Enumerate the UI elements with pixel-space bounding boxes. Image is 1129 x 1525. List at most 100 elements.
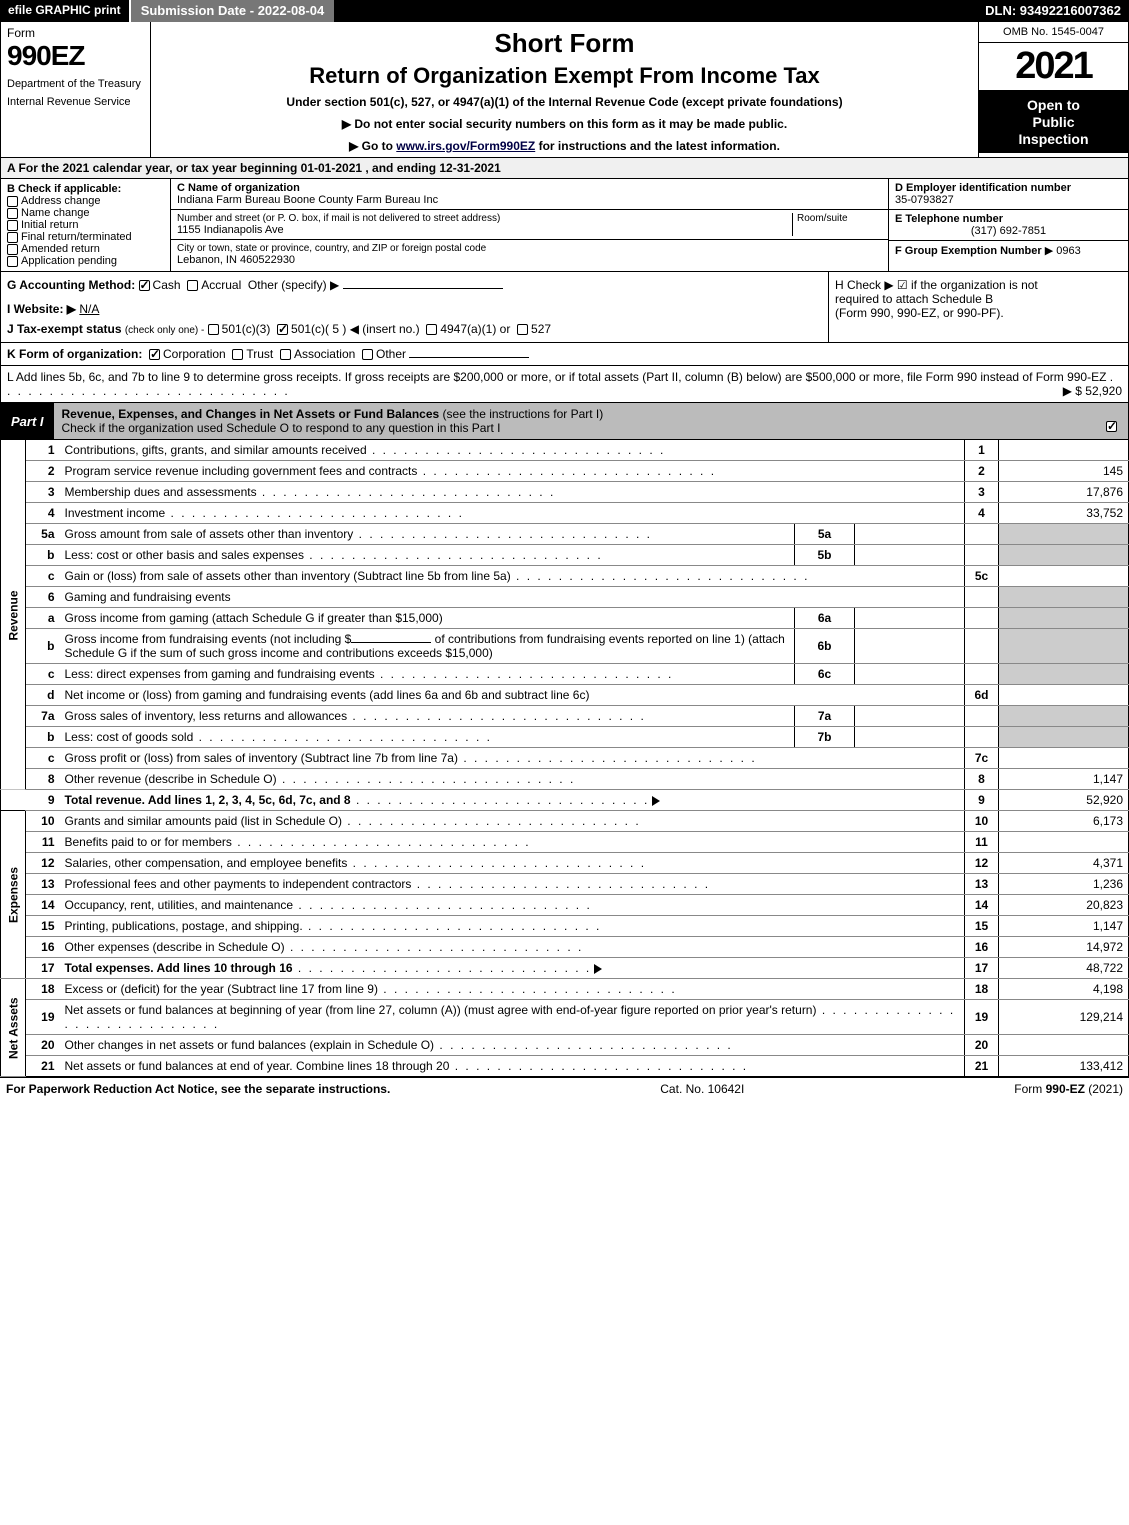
irs-link[interactable]: www.irs.gov/Form990EZ (396, 139, 535, 153)
section-h: H Check ▶ ☑ if the organization is not r… (828, 272, 1128, 342)
tax-exempt-sub: (check only one) - (125, 325, 204, 336)
line-7c-amt (999, 748, 1129, 769)
tax-exempt-label: J Tax-exempt status (7, 322, 122, 336)
line-5a-sub: 5a (795, 524, 855, 545)
chk-amended-return[interactable]: Amended return (7, 243, 164, 255)
chk-cash[interactable] (139, 280, 150, 291)
chk-initial-return[interactable]: Initial return (7, 219, 164, 231)
line-8-num: 8 (26, 769, 60, 790)
omb-year-block: OMB No. 1545-0047 2021 Open to Public In… (978, 22, 1128, 157)
footer-form-pre: Form (1014, 1082, 1045, 1096)
line-15-desc: Printing, publications, postage, and shi… (65, 919, 303, 933)
footer-form-post: (2021) (1085, 1082, 1123, 1096)
form-org-label: K Form of organization: (7, 347, 142, 361)
527-label: 527 (531, 322, 551, 336)
dln-label: DLN: 93492216007362 (977, 0, 1129, 22)
line-3-desc: Membership dues and assessments (65, 485, 257, 499)
revenue-side-spacer (1, 790, 26, 811)
ein-label: D Employer identification number (895, 182, 1122, 194)
line-19-desc: Net assets or fund balances at beginning… (65, 1003, 817, 1017)
section-k: K Form of organization: Corporation Trus… (0, 343, 1129, 366)
line-15-num: 15 (26, 916, 60, 937)
chk-501c5[interactable] (277, 324, 288, 335)
footer-cat-no: Cat. No. 10642I (660, 1082, 744, 1096)
line-12-num: 12 (26, 853, 60, 874)
line-6b-desc1: Gross income from fundraising events (no… (65, 632, 352, 646)
chk-name-change[interactable]: Name change (7, 207, 164, 219)
line-2-amt: 145 (999, 461, 1129, 482)
cash-label: Cash (153, 278, 181, 292)
line-7a-num: 7a (26, 706, 60, 727)
line-7c-num: c (26, 748, 60, 769)
part-1-header: Part I Revenue, Expenses, and Changes in… (0, 403, 1129, 440)
line-13-num: 13 (26, 874, 60, 895)
footer-left: For Paperwork Reduction Act Notice, see … (6, 1082, 390, 1096)
chk-corporation[interactable] (149, 349, 160, 360)
chk-accrual[interactable] (187, 280, 198, 291)
part-1-table: Revenue 1 Contributions, gifts, grants, … (0, 440, 1129, 1077)
line-14-amt: 20,823 (999, 895, 1129, 916)
line-17-num: 17 (26, 958, 60, 979)
501c3-label: 501(c)(3) (222, 322, 271, 336)
trust-label: Trust (246, 347, 273, 361)
chk-final-return[interactable]: Final return/terminated (7, 231, 164, 243)
line-7a-box (965, 706, 999, 727)
line-5a-amt (999, 524, 1129, 545)
line-6a-box (965, 608, 999, 629)
open-line2: Public (983, 114, 1124, 131)
page-footer: For Paperwork Reduction Act Notice, see … (0, 1077, 1129, 1100)
other-specify-input[interactable] (343, 288, 503, 289)
footer-form-bold: 990-EZ (1046, 1082, 1085, 1096)
line-17-amt: 48,722 (999, 958, 1129, 979)
chk-4947a1[interactable] (426, 324, 437, 335)
line-11-amt (999, 832, 1129, 853)
part-1-check-line: Check if the organization used Schedule … (62, 421, 501, 435)
line-6b-blank[interactable] (351, 642, 431, 643)
section-l-text: L Add lines 5b, 6c, and 7b to line 9 to … (7, 370, 1106, 384)
line-7a-amt (999, 706, 1129, 727)
chk-association[interactable] (280, 349, 291, 360)
expenses-side-label: Expenses (1, 811, 26, 979)
line-6a-desc: Gross income from gaming (attach Schedul… (60, 608, 795, 629)
line-20-num: 20 (26, 1035, 60, 1056)
chk-application-pending[interactable]: Application pending (7, 255, 164, 267)
form-title-block: Short Form Return of Organization Exempt… (151, 22, 978, 157)
other-org-input[interactable] (409, 357, 529, 358)
line-13-desc: Professional fees and other payments to … (65, 877, 412, 891)
part-1-title-rest: (see the instructions for Part I) (439, 407, 603, 421)
line-4-desc: Investment income (65, 506, 166, 520)
part-1-title-bold: Revenue, Expenses, and Changes in Net As… (62, 407, 440, 421)
association-label: Association (294, 347, 355, 361)
line-16-num: 16 (26, 937, 60, 958)
chk-schedule-o[interactable] (1106, 421, 1117, 432)
street-block: Number and street (or P. O. box, if mail… (171, 210, 888, 240)
line-6b-box (965, 629, 999, 664)
line-7c-desc: Gross profit or (loss) from sales of inv… (65, 751, 458, 765)
line-5c-num: c (26, 566, 60, 587)
line-6c-num: c (26, 664, 60, 685)
line-10-desc: Grants and similar amounts paid (list in… (65, 814, 342, 828)
chk-trust[interactable] (232, 349, 243, 360)
line-2-num: 2 (26, 461, 60, 482)
line-14-box: 14 (965, 895, 999, 916)
line-7b-amt (999, 727, 1129, 748)
line-10-box: 10 (965, 811, 999, 832)
efile-print-button[interactable]: efile GRAPHIC print (0, 0, 131, 22)
city-label: City or town, state or province, country… (177, 243, 882, 254)
section-l-amount: ▶ $ 52,920 (1063, 384, 1122, 398)
street-label: Number and street (or P. O. box, if mail… (177, 213, 792, 224)
chk-527[interactable] (517, 324, 528, 335)
chk-address-change[interactable]: Address change (7, 195, 164, 207)
chk-501c3[interactable] (208, 324, 219, 335)
line-6c-subval (855, 664, 965, 685)
section-b-title: B Check if applicable: (7, 183, 164, 195)
line-15-amt: 1,147 (999, 916, 1129, 937)
line-18-desc: Excess or (deficit) for the year (Subtra… (65, 982, 378, 996)
dept-treasury: Department of the Treasury (7, 78, 144, 90)
accounting-method-label: G Accounting Method: (7, 278, 135, 292)
line-19-num: 19 (26, 1000, 60, 1035)
line-16-desc: Other expenses (describe in Schedule O) (65, 940, 285, 954)
line-7b-box (965, 727, 999, 748)
line-14-num: 14 (26, 895, 60, 916)
chk-other-org[interactable] (362, 349, 373, 360)
